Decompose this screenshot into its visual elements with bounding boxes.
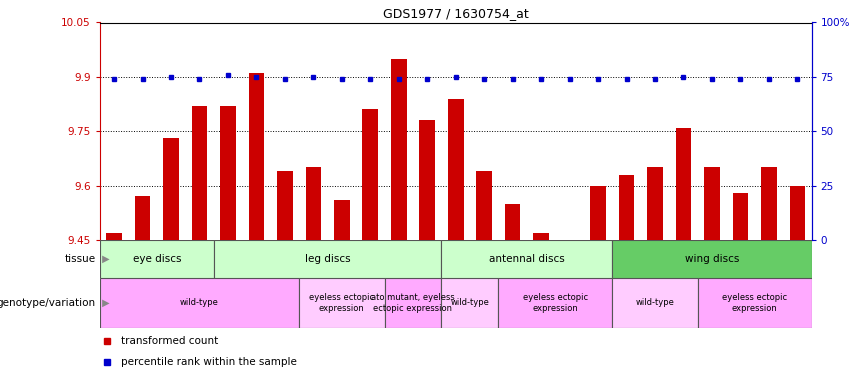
Bar [306,168,321,240]
Text: genotype/variation: genotype/variation [0,298,95,308]
Bar [248,73,264,240]
Bar [761,168,777,240]
Bar [299,278,385,328]
Text: eyeless ectopic
expression: eyeless ectopic expression [309,293,374,312]
Text: wild-type: wild-type [180,298,219,307]
Bar [385,278,442,328]
Bar [106,233,122,240]
Bar [704,168,720,240]
Bar [790,186,806,240]
Title: GDS1977 / 1630754_at: GDS1977 / 1630754_at [383,7,529,20]
Bar [192,106,207,240]
Bar [442,278,498,328]
Bar [419,120,435,240]
Bar [391,59,406,240]
Bar [612,240,812,278]
Bar [698,278,812,328]
Bar [214,240,442,278]
Bar [100,278,299,328]
Bar [135,196,150,240]
Text: wing discs: wing discs [685,254,740,264]
Text: percentile rank within the sample: percentile rank within the sample [122,357,297,367]
Text: wild-type: wild-type [450,298,490,307]
Text: ato mutant, eyeless
ectopic expression: ato mutant, eyeless ectopic expression [372,293,455,312]
Bar [334,200,350,240]
Bar [477,171,492,240]
Text: eyeless ectopic
expression: eyeless ectopic expression [523,293,588,312]
Bar [675,128,691,240]
Bar [612,278,698,328]
Text: leg discs: leg discs [305,254,351,264]
Text: transformed count: transformed count [122,336,219,346]
Text: tissue: tissue [64,254,95,264]
Bar [448,99,464,240]
Text: ▶: ▶ [99,298,109,308]
Bar [733,193,748,240]
Bar [648,168,663,240]
Bar [442,240,612,278]
Bar [100,240,214,278]
Text: antennal discs: antennal discs [489,254,565,264]
Bar [220,106,236,240]
Text: eyeless ectopic
expression: eyeless ectopic expression [722,293,787,312]
Bar [505,204,521,240]
Text: ▶: ▶ [99,254,109,264]
Text: eye discs: eye discs [133,254,181,264]
Bar [277,171,293,240]
Bar [363,110,378,240]
Bar [590,186,606,240]
Bar [619,175,635,240]
Bar [163,138,179,240]
Text: wild-type: wild-type [635,298,674,307]
Bar [533,233,549,240]
Bar [498,278,612,328]
